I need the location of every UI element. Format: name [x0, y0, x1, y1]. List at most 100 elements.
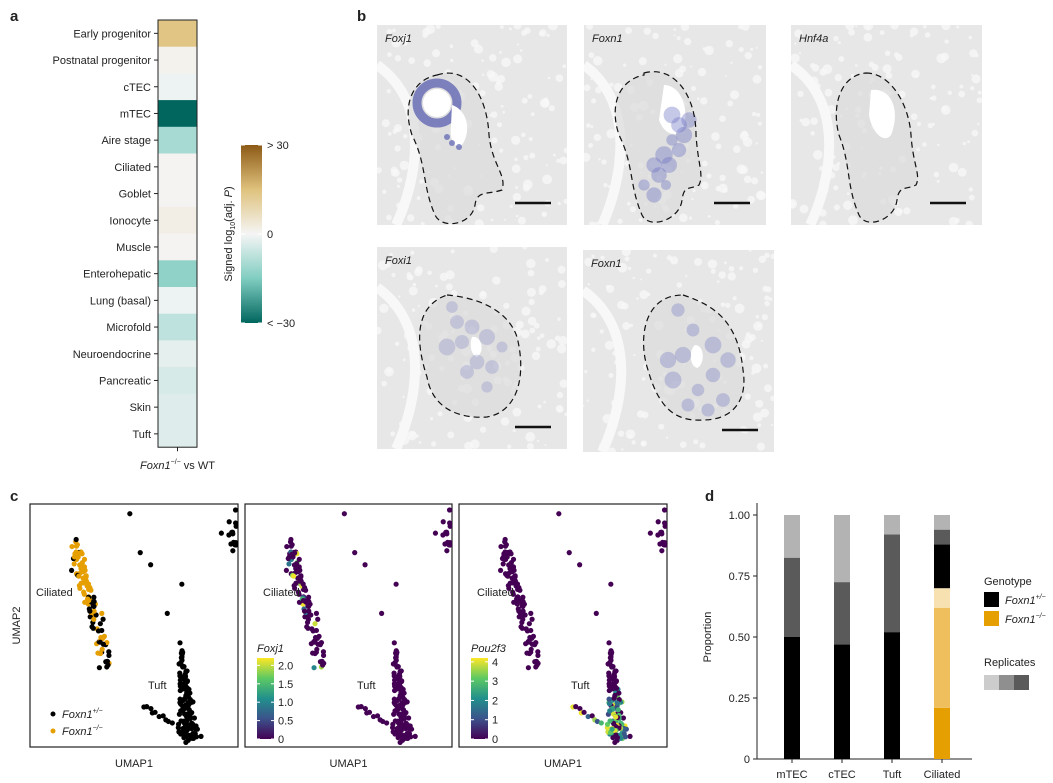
tissue-texture	[727, 272, 736, 281]
tissue-texture	[445, 283, 453, 291]
lumen	[690, 345, 703, 368]
tissue-texture	[584, 84, 591, 92]
umap-point	[226, 519, 232, 525]
legend-swatch	[984, 611, 999, 626]
umap-point	[606, 701, 613, 707]
tissue-texture	[684, 37, 692, 46]
tissue-texture	[749, 356, 754, 361]
tissue-texture	[515, 214, 519, 218]
tissue-texture	[521, 306, 531, 316]
tissue-texture	[512, 407, 522, 417]
panel-a-letter: a	[10, 8, 19, 25]
umap-point	[184, 714, 190, 720]
tissue-texture	[556, 391, 564, 399]
stain-signal	[655, 146, 673, 164]
umap-point	[661, 507, 667, 513]
tissue-texture	[555, 405, 564, 413]
tissue-texture	[798, 51, 802, 55]
tissue-texture	[727, 100, 734, 107]
tissue-texture	[416, 196, 421, 201]
umap-x-label: UMAP1	[544, 758, 582, 770]
tissue-texture	[947, 90, 953, 95]
umap-point	[391, 640, 397, 646]
panel-d-letter: d	[705, 488, 715, 505]
tissue-texture	[719, 115, 726, 123]
umap-point	[510, 589, 516, 595]
stain-signal	[454, 334, 470, 350]
tissue-texture	[898, 90, 906, 99]
umap-point	[191, 715, 197, 721]
stain-signal	[412, 78, 462, 128]
tissue-texture	[608, 372, 614, 378]
umap-point	[178, 650, 185, 656]
umap-point	[184, 685, 191, 691]
tissue-texture	[833, 35, 839, 42]
tissue-texture	[587, 282, 591, 286]
tissue-texture	[791, 200, 796, 209]
umap-point	[68, 567, 75, 574]
heatmap-cell	[158, 100, 197, 128]
panel-c-letter: c	[10, 488, 19, 505]
umap-point	[577, 705, 583, 712]
legend-label: Foxn1−/−	[1005, 613, 1046, 626]
tissue-texture	[400, 34, 410, 44]
tissue-texture	[941, 25, 951, 31]
tissue-texture	[520, 329, 530, 339]
tissue-texture	[752, 267, 759, 273]
umap-subplot-genotype: Ciliated Tuft UMAP1 UMAP2 Foxn1+/− Foxn1−/−	[11, 503, 239, 770]
tissue-texture	[500, 417, 510, 426]
umap-point	[397, 739, 403, 746]
tissue-texture	[474, 219, 484, 225]
umap-point	[607, 650, 614, 656]
tissue-texture	[537, 404, 542, 409]
y-tick-label: 0	[744, 754, 750, 766]
heatmap-cell	[158, 180, 197, 208]
tissue-texture	[936, 53, 947, 64]
umap-subplot-Foxj1: Ciliated Tuft UMAP1 Foxj1 2.0 1.5 1.0 0.5 0	[244, 503, 453, 770]
colorbar-gradient	[257, 658, 274, 739]
bar-segment-ciliated	[934, 529, 950, 545]
tissue-texture	[377, 167, 382, 174]
stain-signal	[450, 315, 464, 329]
heatmap-column-label: Foxn1−/− vs WT	[140, 459, 215, 472]
heatmap-row-label: Microfold	[106, 322, 151, 334]
umap-point	[606, 640, 612, 646]
tissue-texture	[403, 41, 407, 46]
tissue-texture	[530, 112, 535, 117]
tissue-texture	[503, 302, 510, 309]
tissue-texture	[751, 177, 759, 185]
tissue-texture	[414, 268, 423, 277]
tissue-texture	[755, 399, 764, 408]
umap-point	[585, 713, 591, 720]
tissue-texture	[734, 303, 745, 314]
umap-point	[90, 625, 96, 631]
tissue-texture	[555, 74, 564, 82]
tissue-texture	[562, 64, 567, 69]
tissue-section	[584, 25, 766, 225]
stain-signal	[664, 371, 682, 389]
umap-point	[181, 663, 187, 670]
tissue-texture	[700, 97, 708, 105]
tissue-texture	[624, 27, 633, 35]
tissue-texture	[402, 166, 405, 169]
stain-signal	[485, 360, 499, 374]
tissue-texture	[609, 82, 614, 87]
tissue-texture	[542, 214, 546, 217]
tissue-texture	[588, 221, 595, 225]
legend-dot	[50, 728, 56, 734]
tissue-texture	[930, 84, 936, 90]
tissue-texture	[391, 38, 401, 48]
umap-point	[516, 608, 522, 614]
tissue-texture	[676, 282, 683, 288]
tissue-texture	[542, 174, 553, 185]
tissue-texture	[407, 214, 415, 222]
gene-label: Foxn1	[591, 258, 622, 270]
bar-segment-mtec	[784, 557, 800, 637]
tissue-texture	[489, 54, 497, 62]
umap-point	[298, 574, 304, 580]
tissue-texture	[554, 335, 561, 341]
lumen	[659, 85, 686, 135]
tissue-texture	[848, 28, 855, 36]
tissue-texture	[435, 284, 438, 288]
tissue-section	[377, 247, 567, 449]
